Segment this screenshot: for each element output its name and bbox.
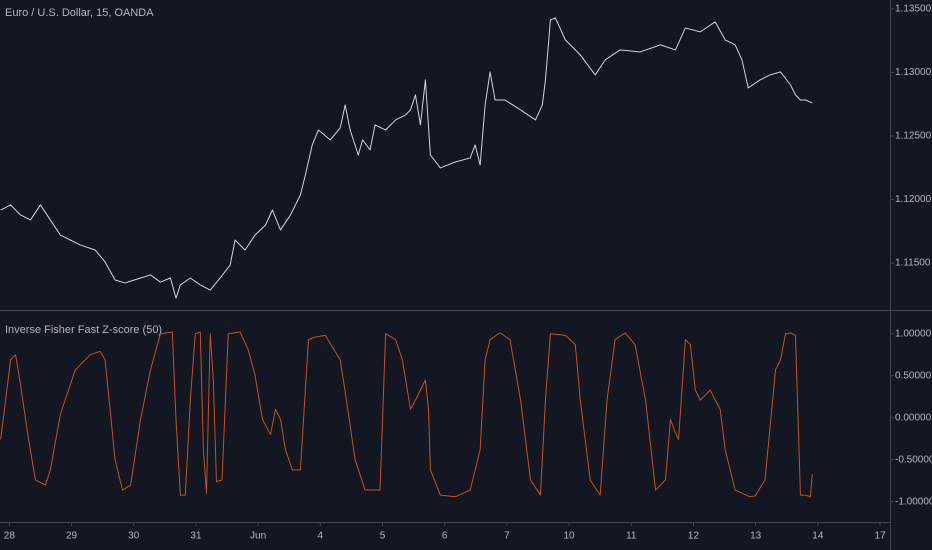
- x-tick-label: 4: [318, 531, 324, 542]
- y-tick-label: 1.12500: [895, 131, 932, 142]
- y-tick-label: -1.00000: [895, 496, 932, 507]
- x-tick-label: 7: [504, 531, 510, 542]
- x-tick-label: 14: [812, 531, 824, 542]
- chart-title: Euro / U.S. Dollar, 15, OANDA: [5, 7, 154, 19]
- x-tick-label: 13: [750, 531, 762, 542]
- data-line: [0, 331, 813, 498]
- indicator-title: Inverse Fisher Fast Z-score (50): [5, 324, 162, 336]
- x-tick-label: 28: [4, 531, 16, 542]
- x-tick-label: 31: [190, 531, 202, 542]
- y-tick-label: 1.13500: [895, 4, 932, 15]
- x-tick-label: 5: [380, 531, 386, 542]
- y-tick-label: 0.50000: [895, 370, 932, 381]
- y-tick-label: 1.00000: [895, 328, 932, 339]
- y-tick-label: 0.00000: [895, 412, 932, 423]
- x-tick-label: 10: [564, 531, 576, 542]
- y-tick-label: -0.50000: [895, 454, 932, 465]
- y-tick-label: 1.13000: [895, 67, 932, 78]
- y-tick-label: 1.12000: [895, 194, 932, 205]
- x-tick-label: Jun: [250, 531, 266, 542]
- y-tick-label: 1.11500: [895, 258, 931, 269]
- x-tick-label: 11: [626, 531, 637, 542]
- x-tick-label: 30: [128, 531, 140, 542]
- x-tick-label: 12: [688, 531, 700, 542]
- x-tick-label: 6: [442, 531, 448, 542]
- x-tick-label: 17: [874, 531, 886, 542]
- data-line: [0, 17, 813, 299]
- x-tick-label: 29: [66, 531, 78, 542]
